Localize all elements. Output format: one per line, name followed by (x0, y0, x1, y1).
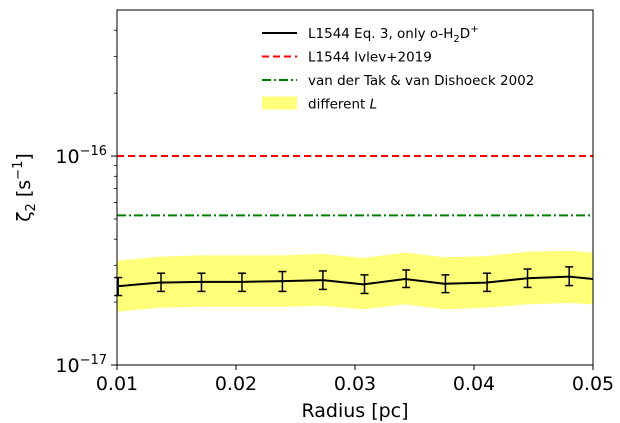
y-tick-label-base: 10 (55, 146, 79, 168)
legend-label-0: L1544 Eq. 3, only o-H2D+ (308, 24, 479, 45)
legend-swatch-3 (262, 96, 297, 110)
y-axis-label-unit: [s (13, 180, 35, 197)
legend-label-superscript: + (470, 24, 478, 35)
y-tick-label-exponent: −16 (80, 144, 107, 159)
legend-label-text: L1544 Eq. 3, only o-H (308, 26, 453, 42)
y-tick-label-exponent: −17 (80, 353, 107, 368)
x-tick-label-3: 0.04 (453, 373, 495, 395)
y-axis-label-close: ] (13, 153, 35, 160)
x-axis-label: Radius [pc] (301, 400, 408, 422)
x-tick-label-0: 0.01 (96, 373, 138, 395)
x-tick-label-2: 0.03 (334, 373, 376, 395)
y-tick-label-0: 10−17 (55, 353, 107, 377)
y-axis-label: ζ2 [s−1] (11, 153, 39, 222)
x-tick-label-4: 0.05 (572, 373, 614, 395)
legend-label-2: van der Tak & van Dishoeck 2002 (308, 73, 534, 89)
y-tick-label-base: 10 (55, 355, 79, 377)
legend-label-italic: L (370, 97, 378, 113)
legend-label-1: L1544 Ivlev+2019 (308, 50, 432, 66)
y-axis-label-symbol: ζ (13, 211, 35, 221)
axis-labels: Radius [pc] ζ2 [s−1] (11, 153, 409, 422)
legend-label-text: different (308, 97, 370, 113)
legend-label-3: different L (308, 97, 377, 113)
band-different-l (117, 250, 593, 312)
errorbar-layer (114, 266, 574, 297)
legend: L1544 Eq. 3, only o-H2D+ L1544 Ivlev+2019… (262, 24, 534, 113)
legend-label-subscript: 2 (453, 34, 459, 45)
x-tick-label-1: 0.02 (215, 373, 257, 395)
y-axis-label-superscript: −1 (11, 161, 26, 180)
plot-frame (116, 9, 594, 366)
legend-label-text-mid: D (460, 26, 470, 42)
y-axis-label-subscript: 2 (24, 203, 39, 211)
band-layer (117, 250, 593, 312)
y-tick-label-1: 10−16 (55, 144, 107, 168)
